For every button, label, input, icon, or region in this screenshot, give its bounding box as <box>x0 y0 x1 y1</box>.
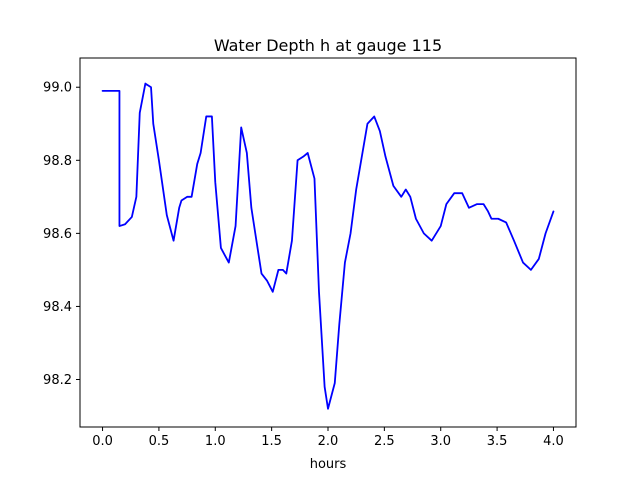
x-tick-label: 0.0 <box>92 434 113 449</box>
y-tick-label: 98.8 <box>43 154 72 169</box>
y-tick-label: 99.0 <box>43 81 72 96</box>
x-tick-label: 1.5 <box>261 434 282 449</box>
x-tick-label: 0.5 <box>149 434 170 449</box>
y-tick-label: 98.6 <box>43 227 72 242</box>
x-tick-label: 1.0 <box>205 434 226 449</box>
y-axis: 98.2 98.4 98.6 98.8 99.0 <box>43 81 80 388</box>
x-tick-label: 2.0 <box>318 434 339 449</box>
x-axis: 0.0 0.5 1.0 1.5 2.0 2.5 3.0 3.5 4.0 <box>92 427 564 449</box>
x-tick-label: 4.0 <box>543 434 564 449</box>
x-axis-label: hours <box>310 457 347 472</box>
x-tick-label: 2.5 <box>374 434 395 449</box>
y-tick-label: 98.4 <box>43 300 72 315</box>
x-tick-label: 3.5 <box>487 434 508 449</box>
chart-title: Water Depth h at gauge 115 <box>214 36 442 55</box>
x-tick-label: 3.0 <box>430 434 451 449</box>
y-tick-label: 98.2 <box>43 373 72 388</box>
series-line-1 <box>101 82 555 410</box>
